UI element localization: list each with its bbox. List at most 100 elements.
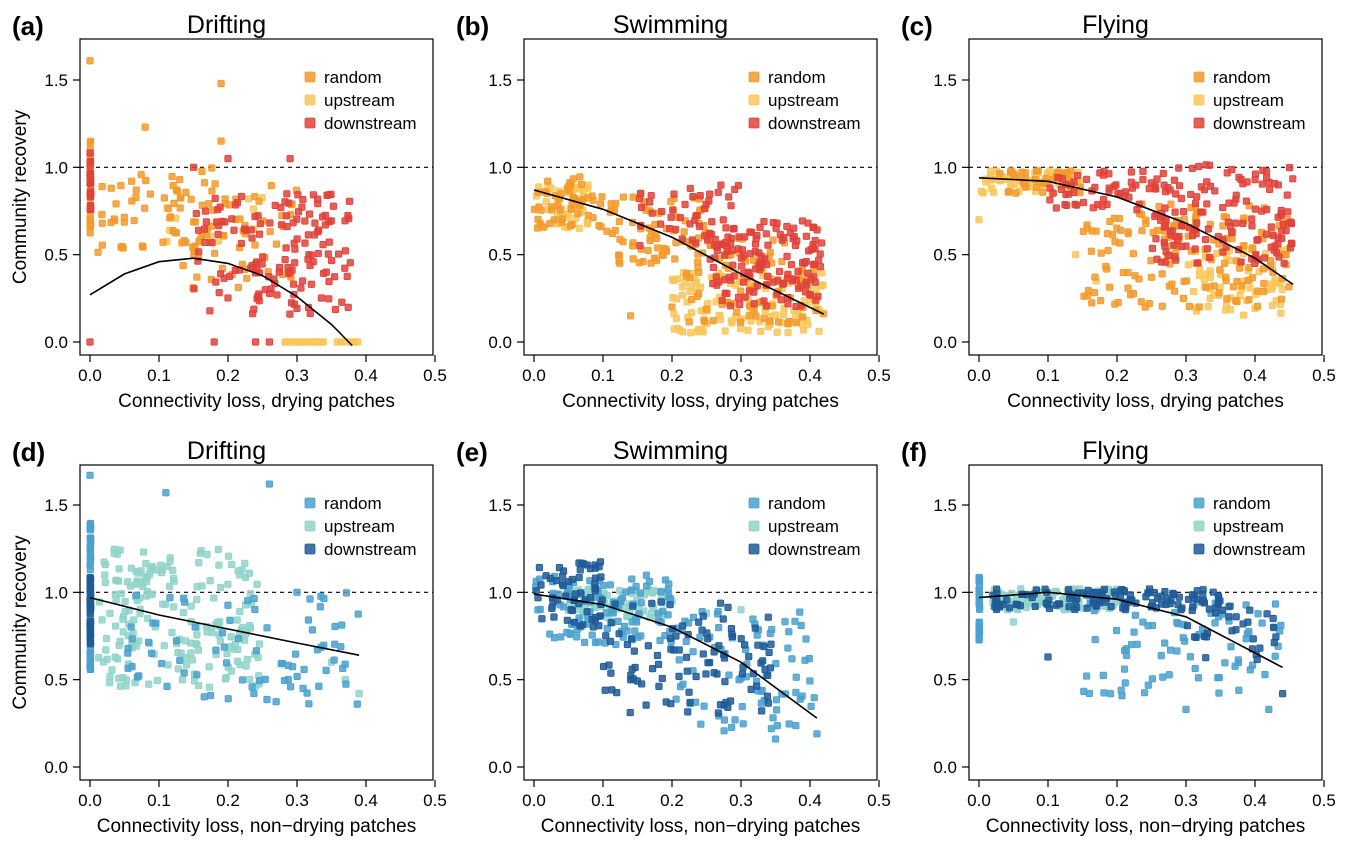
data-point (685, 688, 693, 696)
data-point (223, 650, 231, 658)
data-point (578, 559, 586, 567)
data-point (702, 305, 710, 313)
data-point (1091, 183, 1099, 191)
data-point (173, 187, 182, 195)
data-point (721, 289, 729, 297)
data-point (266, 228, 274, 236)
data-point (629, 193, 637, 201)
data-point (308, 626, 317, 634)
data-point (341, 660, 349, 668)
data-point (176, 175, 184, 184)
data-point (584, 585, 592, 594)
data-point (764, 241, 772, 249)
data-point (1191, 199, 1200, 208)
data-point (98, 241, 106, 249)
y-tick-label: 0.0 (933, 758, 957, 777)
data-point (321, 221, 329, 229)
data-point (798, 217, 807, 225)
legend-swatch (1193, 117, 1205, 129)
data-point (226, 616, 234, 625)
data-point (1225, 613, 1233, 621)
data-point (794, 267, 802, 276)
data-point (1193, 219, 1201, 227)
data-point (1261, 671, 1269, 679)
data-point (1200, 599, 1208, 607)
data-point (1127, 168, 1136, 176)
data-point (1215, 289, 1223, 297)
data-point (671, 255, 679, 263)
legend-label: upstream (768, 517, 839, 536)
data-point (317, 294, 326, 302)
data-point (266, 219, 274, 227)
data-point (170, 199, 178, 207)
data-point (1145, 300, 1153, 308)
data-point (218, 629, 226, 637)
data-point (137, 170, 145, 179)
data-point (805, 655, 813, 663)
series-random (86, 57, 301, 292)
data-point (86, 653, 94, 662)
data-point (606, 581, 614, 589)
data-point (566, 222, 575, 230)
data-point (86, 631, 95, 639)
data-point (1213, 249, 1221, 258)
data-point (253, 580, 261, 588)
data-point (715, 278, 723, 286)
data-point (745, 287, 754, 295)
panel-title: Swimming (613, 437, 728, 465)
data-point (331, 640, 339, 648)
data-point (251, 338, 260, 346)
data-point (654, 244, 662, 252)
data-point (765, 648, 773, 656)
data-point (778, 236, 786, 244)
data-point (215, 561, 223, 569)
data-point (324, 250, 332, 258)
data-point (217, 270, 225, 278)
points-layer (975, 573, 1287, 713)
data-point (692, 672, 700, 681)
data-point (328, 256, 336, 265)
data-point (128, 635, 136, 643)
data-point (659, 251, 667, 259)
y-tick-label: 0.5 (488, 671, 512, 690)
legend-label: upstream (1213, 517, 1284, 536)
data-point (216, 637, 225, 645)
data-point (651, 230, 660, 239)
data-point (1118, 692, 1126, 700)
data-point (1216, 266, 1224, 274)
data-point (657, 598, 665, 606)
data-point (304, 255, 312, 263)
data-point (706, 190, 714, 198)
data-point (1098, 589, 1107, 597)
data-point (333, 338, 341, 346)
data-point (306, 595, 314, 603)
data-point (110, 545, 118, 553)
data-point (1206, 273, 1214, 282)
data-point (629, 602, 637, 610)
data-point (1219, 203, 1227, 212)
data-point (146, 565, 155, 573)
data-point (1031, 176, 1039, 184)
data-point (139, 243, 147, 251)
data-point (124, 644, 132, 652)
data-point (1124, 284, 1132, 292)
data-point (1179, 294, 1187, 302)
data-point (86, 158, 94, 166)
data-point (216, 583, 225, 592)
data-point (286, 154, 294, 163)
data-point (180, 669, 188, 677)
panel-letter: (a) (12, 11, 44, 41)
data-point (1195, 271, 1204, 280)
data-point (293, 672, 301, 681)
data-point (1260, 280, 1268, 288)
data-point (1083, 604, 1091, 612)
data-point (815, 256, 823, 264)
data-point (1188, 232, 1197, 240)
data-point (147, 649, 156, 657)
data-point (293, 304, 301, 312)
points-layer (86, 471, 363, 708)
data-point (289, 280, 298, 288)
y-tick-label: 0.0 (44, 333, 68, 352)
legend-swatch (1193, 94, 1205, 106)
